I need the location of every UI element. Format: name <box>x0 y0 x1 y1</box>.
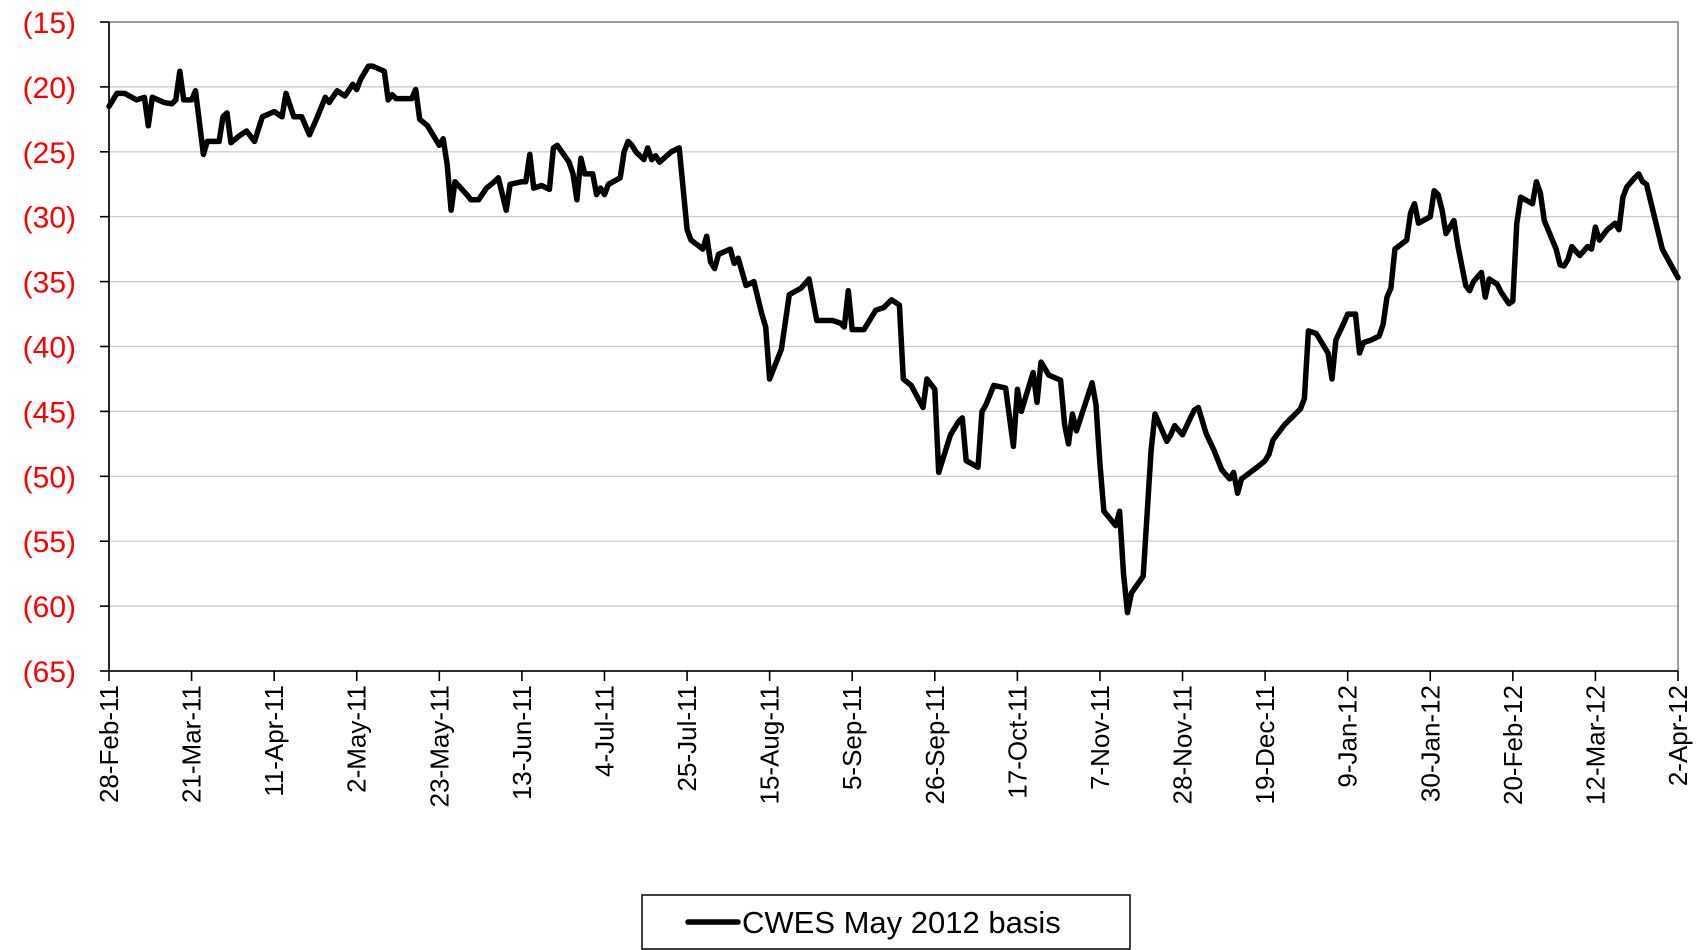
x-tick-label-0: 28-Feb-11 <box>94 685 124 803</box>
x-tick-label-4: 23-May-11 <box>424 685 454 807</box>
y-tick-label-7: (50) <box>23 461 76 494</box>
x-tick-label-7: 25-Jul-11 <box>672 685 702 791</box>
y-tick-label-8: (55) <box>23 526 76 559</box>
x-tick-label-17: 20-Feb-12 <box>1498 685 1528 805</box>
x-tick-label-1: 21-Mar-11 <box>177 685 207 803</box>
legend-label: CWES May 2012 basis <box>742 905 1061 940</box>
x-tick-label-6: 4-Jul-11 <box>589 685 619 777</box>
x-tick-label-8: 15-Aug-11 <box>755 685 785 805</box>
y-tick-label-3: (30) <box>23 202 76 235</box>
legend: CWES May 2012 basis <box>641 894 1131 950</box>
y-tick-label-2: (25) <box>23 137 76 170</box>
x-tick-label-11: 17-Oct-11 <box>1002 685 1032 799</box>
axes <box>100 21 1679 681</box>
gridlines <box>109 21 1678 672</box>
y-tick-label-1: (20) <box>23 72 76 105</box>
y-tick-label-0: (15) <box>23 7 76 40</box>
series-line-0 <box>106 63 1681 616</box>
y-tick-label-4: (35) <box>23 267 76 300</box>
x-tick-label-16: 30-Jan-12 <box>1415 685 1445 802</box>
x-tick-label-5: 13-Jun-11 <box>507 685 537 800</box>
x-tick-label-15: 9-Jan-12 <box>1333 685 1363 788</box>
x-tick-labels: 28-Feb-11 21-Mar-11 11-Apr-11 2-May-11 23-Ma… <box>94 685 1693 807</box>
x-tick-label-19: 2-Apr-12 <box>1663 685 1693 786</box>
x-tick-label-2: 11-Apr-11 <box>259 685 289 797</box>
y-tick-label-5: (40) <box>23 332 76 365</box>
x-tick-label-13: 28-Nov-11 <box>1168 685 1198 804</box>
y-tick-label-10: (65) <box>23 656 76 689</box>
series-layer <box>106 63 1681 616</box>
y-tick-label-6: (45) <box>23 396 76 429</box>
x-tick-label-3: 2-May-11 <box>342 685 372 793</box>
x-tick-label-12: 7-Nov-11 <box>1085 685 1115 790</box>
x-tick-label-14: 19-Dec-11 <box>1250 685 1280 804</box>
x-tick-label-10: 26-Sep-11 <box>920 685 950 805</box>
y-tick-label-9: (60) <box>23 591 76 624</box>
x-tick-label-9: 5-Sep-11 <box>837 685 867 790</box>
x-tick-label-18: 12-Mar-12 <box>1580 685 1610 805</box>
y-tick-labels: (15) (20) (25) (30) (35) (40) (45) (50) (55) (60)… <box>23 7 76 689</box>
